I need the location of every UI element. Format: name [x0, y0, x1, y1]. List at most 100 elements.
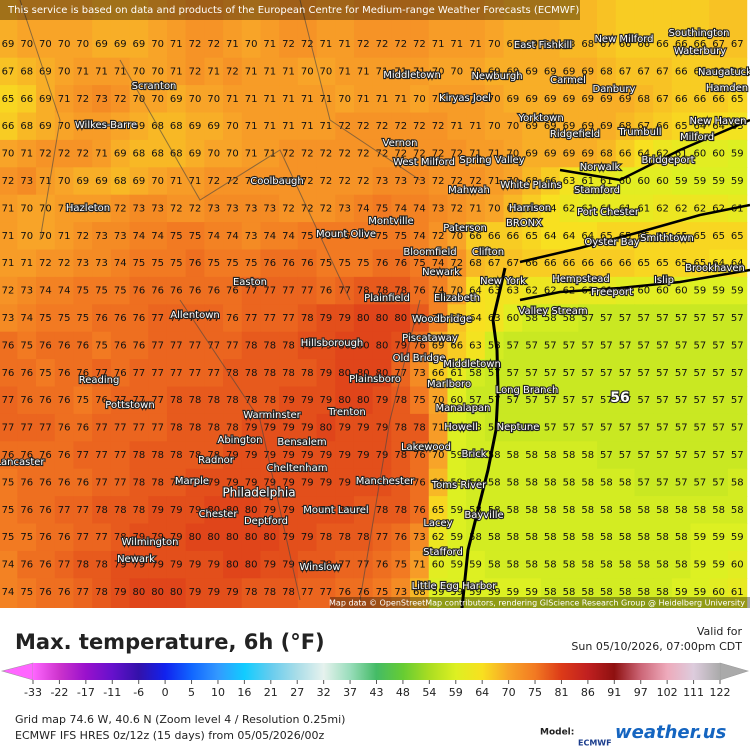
temp-value: 78: [301, 560, 314, 571]
temp-value: 74: [394, 203, 407, 214]
temp-value: 77: [76, 587, 89, 598]
temp-value: 65: [675, 231, 688, 242]
temp-cell: [36, 276, 56, 305]
temp-cell: [578, 468, 598, 497]
temp-cell: [466, 167, 486, 196]
temp-cell: [372, 441, 392, 470]
temp-value: 74: [413, 231, 426, 242]
temp-value: 72: [282, 39, 295, 50]
temp-value: 57: [675, 395, 688, 406]
temp-cell: [428, 359, 449, 388]
colorbar-label: 10: [211, 686, 225, 699]
temp-value: 58: [544, 477, 557, 488]
temp-value: 69: [207, 121, 220, 132]
temp-cell: [335, 139, 355, 168]
temp-value: 61: [450, 368, 463, 379]
temp-cell: [410, 194, 430, 223]
temp-value: 79: [320, 477, 333, 488]
temp-cell: [0, 85, 18, 114]
temp-value: 65: [637, 258, 650, 269]
temp-cell: [73, 304, 93, 333]
temp-cell: [36, 112, 56, 141]
temp-value: 72: [189, 203, 202, 214]
temp-value: 58: [507, 560, 520, 571]
temp-value: 78: [151, 450, 164, 461]
temp-value: 67: [507, 258, 520, 269]
temp-value: 57: [656, 395, 669, 406]
temp-value: 75: [170, 258, 183, 269]
city: Newark: [117, 554, 155, 565]
temp-value: 62: [525, 286, 538, 297]
temp-cell: [316, 413, 336, 442]
colorbar-label: 64: [475, 686, 489, 699]
temp-cell: [148, 441, 168, 470]
temp-value: 79: [338, 450, 351, 461]
temp-cell: [0, 57, 18, 86]
temp-cell: [353, 304, 374, 333]
temp-cell: [148, 139, 168, 168]
temp-cell: [223, 413, 243, 442]
temp-cell: [559, 194, 579, 223]
temp-cell: [727, 496, 748, 525]
temp-value: 76: [114, 340, 127, 351]
temp-cell: [241, 194, 262, 223]
temp-value: 79: [282, 423, 295, 434]
temp-value: 65: [675, 258, 688, 269]
temp-value: 57: [525, 423, 538, 434]
temp-cell: [223, 441, 243, 470]
temp-value: 68: [151, 149, 164, 160]
temp-cell: [166, 112, 187, 141]
temp-value: 76: [394, 532, 407, 543]
temp-value: 77: [133, 368, 146, 379]
temp-value: 66: [619, 258, 632, 269]
temp-cell: [503, 249, 523, 278]
temp-value: 71: [207, 66, 220, 77]
temp-value: 69: [563, 149, 576, 160]
temp-cell: [241, 0, 262, 59]
temp-value: 65: [731, 231, 744, 242]
temp-value: 75: [2, 477, 15, 488]
temp-value: 78: [282, 368, 295, 379]
temp-value: 57: [731, 423, 744, 434]
temp-value: 59: [712, 176, 725, 187]
temp-value: 72: [114, 94, 127, 105]
temp-value: 75: [20, 340, 33, 351]
temp-value: 64: [469, 286, 482, 297]
city: Vernon: [383, 138, 418, 149]
temp-value: 59: [507, 587, 520, 598]
temp-value: 71: [170, 39, 183, 50]
temp-value: 57: [694, 450, 707, 461]
temp-cell: [353, 112, 374, 141]
temp-cell: [503, 304, 523, 333]
temp-value: 60: [450, 395, 463, 406]
temp-cell: [223, 468, 243, 497]
temp-value: 79: [245, 477, 258, 488]
temp-value: 76: [133, 340, 146, 351]
temp-cell: [540, 523, 561, 552]
temp-cell: [335, 386, 355, 415]
temp-value: 57: [712, 395, 725, 406]
temp-value: 72: [320, 203, 333, 214]
temp-value: 76: [189, 258, 202, 269]
temp-cell: [578, 222, 598, 251]
temp-value: 68: [637, 94, 650, 105]
temp-cell: [391, 468, 411, 497]
temp-cell: [54, 194, 75, 223]
temp-value: 76: [76, 477, 89, 488]
temp-cell: [316, 222, 336, 251]
temp-value: 71: [170, 176, 183, 187]
temp-cell: [36, 57, 56, 86]
temp-value: 57: [563, 423, 576, 434]
temp-value: 71: [432, 39, 445, 50]
temp-value: 71: [432, 423, 445, 434]
temp-cell: [110, 0, 131, 59]
temp-value: 58: [637, 532, 650, 543]
temp-value: 77: [245, 313, 258, 324]
temp-value: 67: [488, 258, 501, 269]
temp-value: 80: [133, 587, 146, 598]
temp-cell: [92, 413, 112, 442]
city: Hamden: [706, 83, 748, 94]
temp-cell: [597, 0, 617, 59]
temp-cell: [690, 496, 710, 525]
temp-cell: [185, 304, 205, 333]
